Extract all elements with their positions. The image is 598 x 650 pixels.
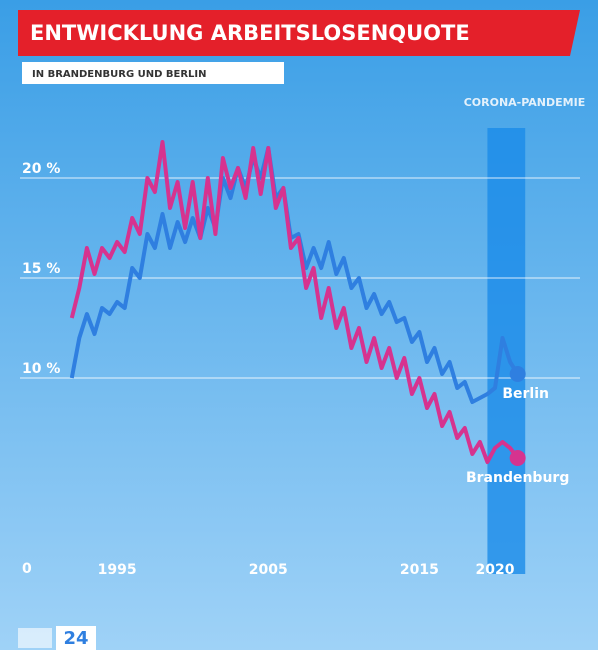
y-tick-label: 10 % bbox=[22, 361, 60, 377]
x-tick-label: 2015 bbox=[400, 562, 439, 578]
y-tick-label: 0 bbox=[22, 561, 32, 577]
x-tick-label: 2005 bbox=[249, 562, 288, 578]
end-dot bbox=[509, 450, 526, 466]
corona-label: CORONA-PANDEMIE bbox=[464, 96, 586, 109]
line-1 bbox=[69, 140, 520, 464]
y-tick-label: 15 % bbox=[22, 261, 60, 277]
title-banner bbox=[18, 10, 580, 56]
chart-title: ENTWICKLUNG ARBEITSLOSENQUOTE bbox=[30, 21, 470, 45]
logo-mark bbox=[18, 628, 52, 648]
series-label: Brandenburg bbox=[466, 470, 569, 486]
logo: 24 bbox=[63, 628, 88, 649]
x-tick-label: 1995 bbox=[98, 562, 137, 578]
line-0 bbox=[69, 146, 520, 404]
y-tick-label: 20 % bbox=[22, 161, 60, 177]
x-tick-label: 2020 bbox=[476, 562, 515, 578]
logo-box bbox=[56, 626, 96, 650]
end-dot bbox=[509, 366, 526, 382]
chart-subtitle: IN BRANDENBURG UND BERLIN bbox=[32, 69, 207, 80]
series-label: Berlin bbox=[502, 386, 549, 402]
subtitle-box bbox=[22, 62, 284, 84]
